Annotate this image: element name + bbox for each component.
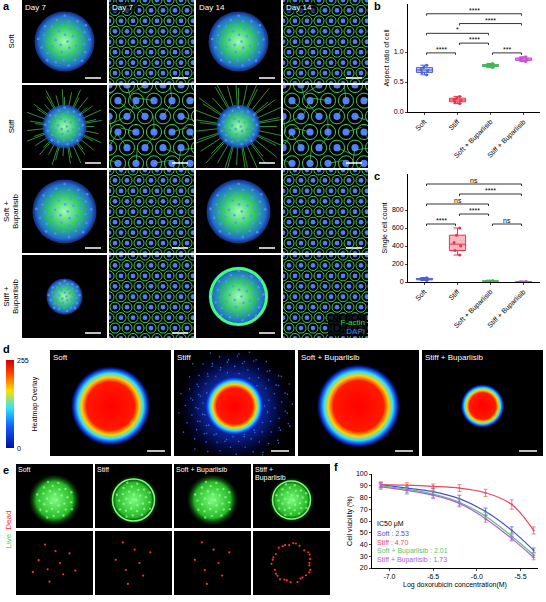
svg-text:60: 60: [360, 517, 368, 524]
svg-text:Soft + Buparlisib: Soft + Buparlisib: [453, 118, 495, 160]
svg-text:90: 90: [360, 482, 368, 489]
svg-text:F-actin: F-actin: [341, 318, 365, 327]
svg-text:Day 14: Day 14: [286, 3, 312, 12]
svg-text:80: 80: [360, 494, 368, 501]
svg-text:30: 30: [360, 553, 368, 560]
svg-text:40: 40: [360, 541, 368, 548]
svg-text:IC50 μM: IC50 μM: [377, 520, 404, 528]
svg-text:Soft +Buparlisib: Soft +Buparlisib: [2, 193, 20, 229]
svg-text:Soft: Soft: [53, 353, 68, 362]
svg-text:****: ****: [485, 17, 496, 24]
svg-text:****: ****: [469, 207, 480, 214]
svg-text:Stiff + Buparlisib: Stiff + Buparlisib: [425, 353, 483, 362]
svg-text:-6.0: -6.0: [471, 573, 483, 580]
svg-text:Stiff : 4.70: Stiff : 4.70: [377, 539, 408, 546]
svg-text:Soft + Buparlisib: Soft + Buparlisib: [301, 353, 360, 362]
svg-text:****: ****: [436, 217, 447, 224]
svg-text:Stiff +Buparlisib: Stiff +Buparlisib: [2, 278, 20, 314]
svg-text:Heatmap Overlay: Heatmap Overlay: [31, 376, 39, 431]
svg-text:****: ****: [436, 46, 447, 53]
svg-text:*: *: [456, 26, 459, 33]
svg-text:0: 0: [17, 445, 21, 452]
svg-text:Stiff: Stiff: [447, 288, 460, 301]
svg-text:Soft: Soft: [414, 288, 428, 302]
svg-text:Soft + Buparlisib : 2.01: Soft + Buparlisib : 2.01: [377, 547, 448, 555]
svg-text:-7.0: -7.0: [383, 573, 395, 580]
svg-text:800: 800: [392, 206, 404, 213]
svg-text:e: e: [3, 464, 9, 476]
svg-text:Soft + Buparlisib: Soft + Buparlisib: [453, 288, 495, 330]
svg-text:Stiff +Buparlisib: Stiff +Buparlisib: [255, 466, 286, 482]
svg-text:255: 255: [17, 357, 29, 364]
svg-text:Soft: Soft: [7, 34, 16, 49]
svg-text:70: 70: [360, 506, 368, 513]
svg-text:Stiff: Stiff: [447, 118, 460, 131]
svg-text:50: 50: [360, 529, 368, 536]
svg-text:****: ****: [485, 187, 496, 194]
svg-text:Stiff: Stiff: [7, 119, 16, 133]
svg-text:100: 100: [356, 470, 368, 477]
svg-text:DAPI: DAPI: [346, 327, 365, 336]
svg-text:-6.5: -6.5: [427, 573, 439, 580]
svg-text:Single cell count: Single cell count: [381, 202, 389, 253]
svg-text:Soft: Soft: [18, 466, 31, 473]
svg-text:****: ****: [469, 36, 480, 43]
svg-text:****: ****: [469, 7, 480, 14]
svg-text:c: c: [374, 170, 380, 182]
svg-text:Day 14: Day 14: [199, 3, 225, 12]
svg-text:600: 600: [392, 224, 404, 231]
svg-text:Soft: Soft: [414, 118, 428, 132]
svg-text:b: b: [374, 0, 381, 12]
svg-text:ns: ns: [454, 197, 462, 204]
svg-text:Stiff + Buparlisib : 1.73: Stiff + Buparlisib : 1.73: [377, 556, 447, 564]
svg-text:Log doxorubicin concentration(: Log doxorubicin concentration(M): [403, 581, 507, 589]
svg-text:Soft : 2.53: Soft : 2.53: [377, 530, 409, 537]
svg-text:Stiff: Stiff: [177, 353, 191, 362]
svg-text:***: ***: [503, 46, 511, 53]
svg-text:Stiff: Stiff: [97, 466, 109, 473]
svg-text:a: a: [3, 0, 10, 12]
svg-text:400: 400: [392, 242, 404, 249]
svg-text:Day 7: Day 7: [112, 3, 133, 12]
svg-text:0: 0: [400, 278, 404, 285]
svg-text:d: d: [3, 343, 10, 355]
svg-text:0.0: 0.0: [394, 108, 404, 115]
svg-text:0.5: 0.5: [394, 78, 404, 85]
svg-text:Day 7: Day 7: [25, 3, 46, 12]
svg-text:1.0: 1.0: [394, 48, 404, 55]
svg-text:20: 20: [360, 564, 368, 571]
svg-text:200: 200: [392, 260, 404, 267]
svg-text:Aspect ratio of cell: Aspect ratio of cell: [383, 29, 391, 87]
svg-text:LiveDead: LiveDead: [4, 511, 13, 549]
svg-text:ns: ns: [503, 217, 511, 224]
svg-text:Cell viability (%): Cell viability (%): [346, 496, 354, 546]
svg-text:Stiff + Buparlisib: Stiff + Buparlisib: [486, 118, 528, 160]
svg-text:Soft + Buparlisib: Soft + Buparlisib: [176, 466, 227, 474]
svg-text:ns: ns: [470, 177, 478, 184]
svg-text:-5.5: -5.5: [514, 573, 526, 580]
svg-text:f: f: [334, 461, 338, 473]
svg-text:Stiff + Buparlisib: Stiff + Buparlisib: [486, 288, 528, 330]
